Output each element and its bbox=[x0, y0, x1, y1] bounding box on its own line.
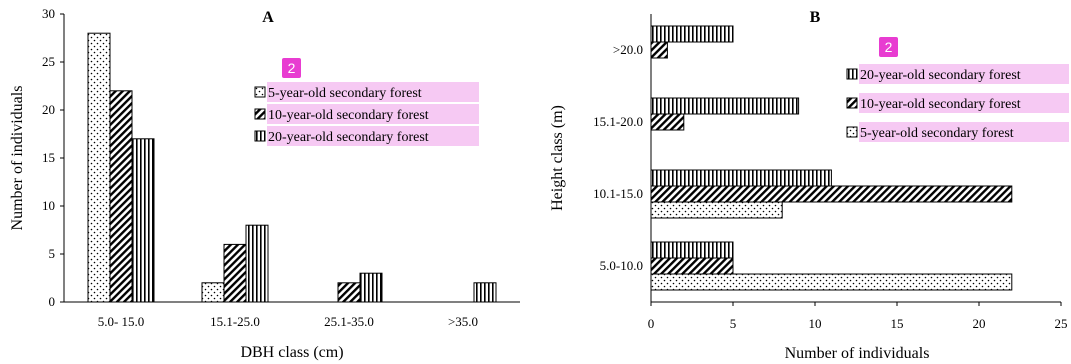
panel-a-x-tick-label: 25.1-35.0 bbox=[324, 314, 374, 329]
panel-b-x-ticks: 0 5 10 15 20 25 bbox=[648, 302, 1068, 331]
panel-a-bar bbox=[473, 282, 497, 303]
panel-a-x-ticks: 5.0- 15.0 15.1-25.0 25.1-35.0 >35.0 bbox=[98, 314, 478, 329]
panel-a-bar bbox=[109, 90, 133, 303]
panel-b-y-tick-label: 5.0-10.0 bbox=[600, 258, 643, 273]
panel-a-bars bbox=[87, 32, 497, 303]
panel-b-title: B bbox=[810, 9, 821, 26]
panel-b-legend-swatch bbox=[846, 97, 858, 109]
panel-b-legend-label: 5-year-old secondary forest bbox=[860, 126, 1014, 141]
panel-a-y-tick-label: 25 bbox=[42, 54, 55, 69]
panel-a-legend-highlight bbox=[267, 82, 479, 102]
panel-b-bar bbox=[650, 201, 783, 219]
panel-b-legend-highlight bbox=[859, 122, 1069, 142]
panel-b-bar bbox=[650, 41, 668, 59]
panel-a-bar bbox=[131, 138, 155, 303]
panel-b-x-tick-label: 10 bbox=[809, 316, 822, 331]
panel-b-x-label: Number of individuals bbox=[785, 345, 930, 362]
panel-b-y-label: Height class (m) bbox=[549, 105, 566, 211]
panel-a-y-tick-label: 15 bbox=[42, 150, 55, 165]
panel-b-legend: 2 20-year-old secondary forest 10-year-old… bbox=[846, 37, 1069, 142]
panel-b-legend-label: 10-year-old secondary forest bbox=[860, 97, 1021, 112]
panel-a-bar bbox=[223, 243, 247, 303]
panel-a-x-label: DBH class (cm) bbox=[240, 344, 343, 361]
panel-a-y-tick-label: 0 bbox=[49, 294, 56, 309]
panel-a-y-tick-label: 10 bbox=[42, 198, 55, 213]
panel-b-x-tick-label: 5 bbox=[730, 316, 737, 331]
panel-a-legend-label: 5-year-old secondary forest bbox=[268, 86, 422, 101]
panel-b-bar bbox=[650, 97, 800, 115]
panel-b-legend-badge-label: 2 bbox=[885, 39, 893, 55]
panel-a-bar bbox=[359, 272, 383, 303]
panel-a-y-tick-label: 20 bbox=[42, 102, 55, 117]
panel-b-bar bbox=[650, 185, 1013, 203]
panel-a-y-tick-label: 30 bbox=[42, 6, 55, 21]
panel-b-legend-badge bbox=[879, 37, 898, 57]
panel-a-bar bbox=[87, 32, 111, 303]
panel-a: A 0 5 10 15 20 25 30 5.0- 15.0 15.1-25.0 25.1-35… bbox=[9, 6, 520, 361]
panel-a-y-tick-label: 5 bbox=[49, 246, 56, 261]
panel-b-bar bbox=[650, 25, 734, 43]
panel-a-legend: 2 5-year-old secondary forest 10-year-old … bbox=[254, 58, 479, 146]
panel-b: B 5.0-10.0 10.1-15.0 15.1-20.0 >20.0 0 5 10 15… bbox=[549, 9, 1069, 362]
panel-b-y-tick-label: >20.0 bbox=[613, 42, 643, 57]
panel-a-y-ticks: 0 5 10 15 20 25 30 bbox=[42, 6, 64, 309]
panel-a-legend-swatch bbox=[254, 108, 266, 120]
panel-b-y-tick-label: 15.1-20.0 bbox=[593, 114, 643, 129]
panel-b-legend-highlight bbox=[859, 93, 1069, 113]
panel-b-bar bbox=[650, 241, 734, 259]
panel-a-bar bbox=[245, 224, 269, 303]
panel-b-x-tick-label: 0 bbox=[648, 316, 655, 331]
panel-a-legend-badge bbox=[282, 58, 301, 78]
panel-a-legend-swatch bbox=[254, 130, 266, 142]
panel-a-legend-highlight bbox=[267, 104, 479, 124]
panel-b-x-tick-label: 15 bbox=[891, 316, 904, 331]
panel-a-legend-badge-label: 2 bbox=[288, 60, 296, 76]
panel-a-title: A bbox=[262, 9, 274, 26]
panel-b-bar bbox=[650, 169, 832, 187]
panel-b-legend-label: 20-year-old secondary forest bbox=[860, 68, 1021, 83]
panel-b-bar bbox=[650, 273, 1013, 291]
panel-b-bar bbox=[650, 257, 734, 275]
panel-b-x-tick-label: 20 bbox=[973, 316, 986, 331]
panel-a-legend-label: 10-year-old secondary forest bbox=[268, 108, 429, 123]
panel-b-x-tick-label: 25 bbox=[1055, 316, 1068, 331]
panel-a-y-label: Number of individuals bbox=[9, 86, 26, 231]
panel-b-y-tick-label: 10.1-15.0 bbox=[593, 186, 643, 201]
panel-a-x-tick-label: 5.0- 15.0 bbox=[98, 314, 145, 329]
panel-a-legend-label: 20-year-old secondary forest bbox=[268, 130, 429, 145]
panel-b-legend-highlight bbox=[859, 64, 1069, 84]
panel-a-x-tick-label: >35.0 bbox=[448, 314, 478, 329]
panel-a-legend-highlight bbox=[267, 126, 479, 146]
panel-b-legend-swatch bbox=[846, 126, 858, 138]
panel-a-bar bbox=[201, 282, 225, 303]
panel-b-legend-swatch bbox=[846, 68, 858, 80]
panel-b-y-ticks: 5.0-10.0 10.1-15.0 15.1-20.0 >20.0 bbox=[593, 42, 643, 273]
panel-a-bar bbox=[337, 282, 361, 303]
panel-a-x-tick-label: 15.1-25.0 bbox=[210, 314, 260, 329]
panel-a-legend-swatch bbox=[254, 86, 266, 98]
panel-b-bar bbox=[650, 113, 685, 131]
